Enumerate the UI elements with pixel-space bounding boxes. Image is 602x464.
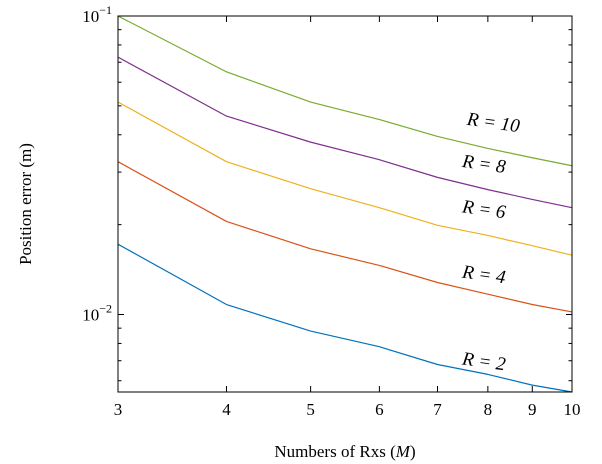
x-axis-label-close-paren: ) [410, 442, 416, 461]
series-line-2 [117, 101, 573, 256]
y-tick-label: 10−1 [82, 3, 112, 26]
series-annotation-2: R = 6 [460, 196, 507, 223]
series-annotation-0: R = 2 [460, 348, 507, 375]
y-tick-label: 10−2 [82, 301, 112, 324]
series-line-1 [117, 161, 573, 313]
series-line-0 [117, 243, 573, 393]
x-axis-label: Numbers of Rxs (M) [274, 442, 415, 461]
y-tick-exponent: −1 [99, 3, 112, 17]
x-tick-label: 9 [528, 400, 537, 419]
x-tick-label: 6 [375, 400, 384, 419]
y-tick-base: 10 [82, 7, 99, 26]
series-annotation-1: R = 4 [460, 261, 507, 288]
plot-frame [117, 15, 573, 393]
annotation-layer: R = 2 R = 4 R = 6 R = 8 R = 10 [460, 109, 522, 376]
series-layer [117, 15, 573, 393]
x-tick-label: 10 [564, 400, 581, 419]
x-axis-label-symbol: M [395, 442, 411, 461]
x-tick-label: 5 [306, 400, 315, 419]
series-annotation-4: R = 10 [465, 109, 522, 137]
x-axis-label-open-paren: ( [386, 442, 396, 461]
y-axis-label: Position error (m) [16, 143, 35, 265]
series-annotation-3: R = 8 [460, 151, 507, 178]
x-tick-label: 7 [433, 400, 442, 419]
x-tick-label: 3 [114, 400, 123, 419]
x-axis-label-text: Numbers of Rxs [274, 442, 385, 461]
x-tick-label: 4 [222, 400, 231, 419]
series-line-4 [117, 15, 573, 167]
x-tick-label: 8 [484, 400, 493, 419]
y-tick-base: 10 [82, 305, 99, 324]
y-tick-exponent: −2 [99, 301, 112, 315]
series-line-3 [117, 56, 573, 209]
